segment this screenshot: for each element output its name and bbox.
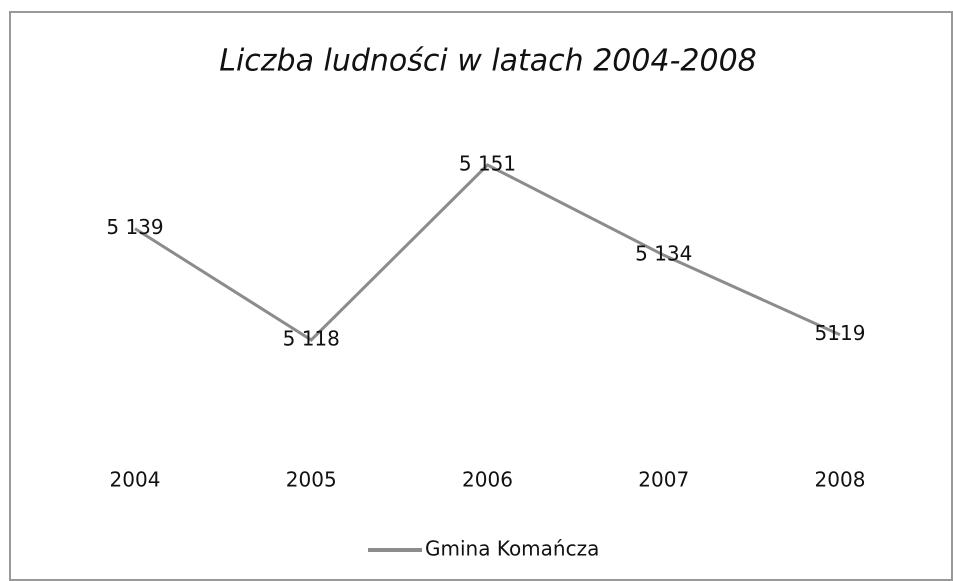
legend-label: Gmina Komańcza <box>425 537 599 561</box>
x-tick-label: 2007 <box>638 468 689 492</box>
chart-title: Liczba ludności w latach 2004-2008 <box>219 44 757 79</box>
x-tick-label: 2006 <box>462 468 513 492</box>
x-tick-label: 2004 <box>110 468 161 492</box>
x-tick-label: 2005 <box>286 468 337 492</box>
line <box>134 163 841 342</box>
chart-frame <box>9 11 953 581</box>
data-label: 5 139 <box>106 215 163 239</box>
data-label: 5 134 <box>635 242 692 266</box>
data-label: 5119 <box>815 321 866 345</box>
x-tick-label: 2008 <box>815 468 866 492</box>
data-label: 5 118 <box>283 327 340 351</box>
data-label: 5 151 <box>459 152 516 176</box>
